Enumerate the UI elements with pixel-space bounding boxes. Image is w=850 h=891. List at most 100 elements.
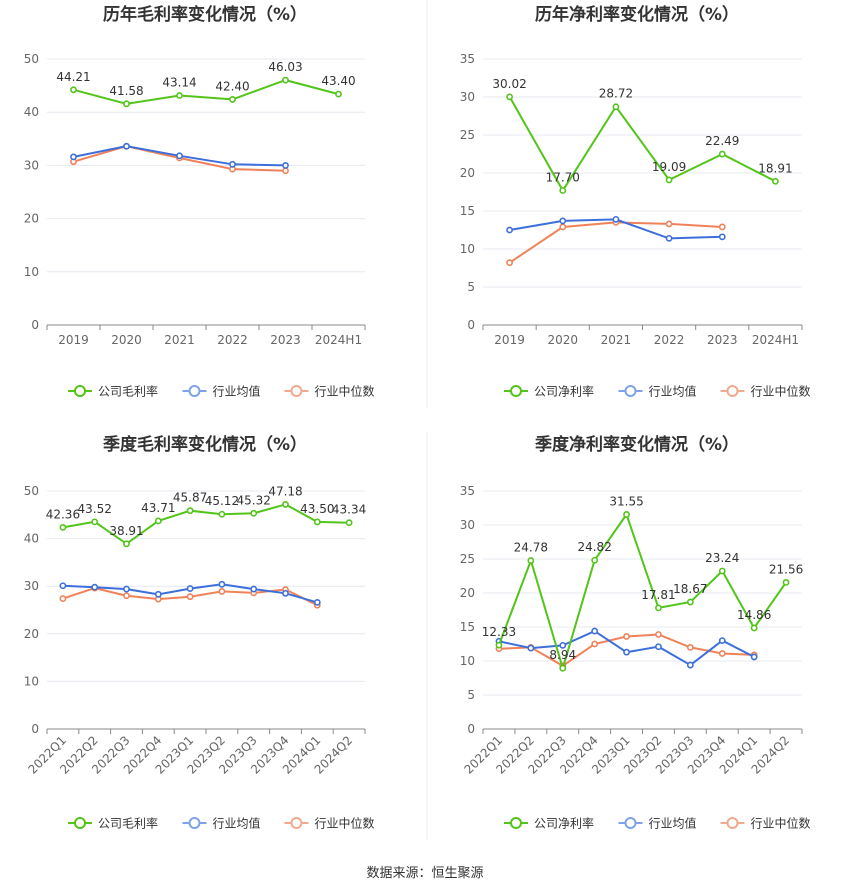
data-point [91, 518, 99, 526]
data-point [782, 578, 790, 586]
x-tick-label: 2020 [547, 333, 578, 347]
legend-item: 行业中位数 [720, 384, 811, 399]
chart-title: 历年毛利率变化情况（%） [103, 4, 307, 25]
y-tick-label: 20 [24, 212, 39, 226]
data-point [123, 540, 130, 548]
x-tick-label: 2021 [164, 333, 195, 347]
data-point [559, 664, 567, 672]
data-point [718, 650, 726, 657]
data-point [335, 90, 342, 98]
x-tick-label: 2024H1 [315, 333, 362, 347]
data-label: 38.91 [109, 524, 143, 538]
y-tick-label: 15 [460, 204, 475, 218]
chart-title: 季度净利率变化情况（%） [535, 434, 739, 455]
data-point [229, 96, 236, 103]
legend-swatch-marker [624, 817, 637, 829]
legend-swatch-marker [510, 817, 522, 829]
legend-label: 行业中位数 [315, 384, 375, 399]
data-point [70, 153, 77, 161]
data-label: 45.12 [205, 494, 239, 508]
data-point [176, 152, 183, 160]
data-point [527, 557, 535, 564]
y-tick-label: 20 [460, 166, 475, 180]
data-point [665, 220, 673, 228]
data-label: 23.24 [705, 551, 739, 565]
legend-label: 行业均值 [213, 816, 261, 831]
data-label: 43.50 [300, 502, 334, 516]
data-label: 17.81 [641, 588, 675, 602]
data-point [282, 501, 289, 508]
y-tick-label: 0 [31, 318, 39, 332]
data-label: 22.49 [705, 134, 739, 148]
data-point [559, 187, 567, 194]
legend-swatch-marker [624, 385, 637, 397]
legend-label: 公司净利率 [534, 816, 594, 831]
data-label: 45.32 [237, 493, 271, 507]
series-line-0 [508, 96, 776, 193]
legend-swatch-marker [726, 385, 739, 397]
data-point [313, 598, 321, 606]
data-label: 17.70 [546, 170, 580, 184]
data-label: 12.33 [482, 625, 516, 639]
data-point [559, 217, 567, 225]
data-point [665, 234, 673, 242]
data-point [123, 100, 130, 108]
data-label: 47.18 [268, 484, 302, 498]
data-label: 24.82 [577, 540, 611, 554]
data-label: 14.86 [737, 608, 771, 622]
data-point [718, 150, 726, 158]
y-tick-label: 30 [24, 579, 39, 593]
legend-label: 行业中位数 [751, 384, 811, 399]
data-point [250, 509, 258, 517]
data-point [506, 259, 513, 267]
data-point [186, 507, 194, 515]
legend-item: 行业中位数 [284, 816, 375, 831]
legend-swatch-marker [188, 385, 201, 397]
data-label: 18.67 [673, 582, 707, 596]
chart-title: 季度毛利率变化情况（%） [103, 434, 307, 455]
x-tick-label: 2020 [111, 333, 142, 347]
data-point [718, 567, 726, 575]
data-point [623, 511, 630, 518]
data-point [506, 226, 513, 234]
data-point [218, 588, 226, 595]
legend-swatch-marker [290, 385, 303, 397]
data-point [282, 76, 289, 84]
data-label: 19.09 [652, 160, 686, 174]
data-label: 24.78 [514, 540, 548, 554]
data-point [559, 641, 567, 649]
data-point [750, 653, 758, 661]
data-point [718, 637, 726, 644]
series-line-0 [73, 79, 339, 105]
data-source: 数据来源：恒生聚源 [366, 866, 484, 881]
series-line-2 [509, 221, 723, 264]
data-point [186, 585, 194, 592]
x-tick-label: 2019 [494, 333, 525, 347]
data-label: 28.72 [599, 87, 633, 101]
legend-label: 行业均值 [213, 384, 261, 399]
legend-item: 公司净利率 [504, 384, 594, 399]
data-point [495, 641, 503, 649]
data-point [250, 585, 258, 593]
x-tick-label: 2023 [707, 333, 738, 347]
data-point [655, 604, 662, 612]
data-label: 43.40 [321, 74, 355, 88]
data-point [559, 223, 567, 231]
y-tick-label: 30 [460, 518, 475, 532]
legend-label: 公司毛利率 [98, 816, 158, 831]
data-point [70, 86, 77, 94]
data-point [123, 142, 130, 150]
data-point [686, 661, 694, 669]
y-tick-label: 0 [467, 318, 475, 332]
series-line-0 [62, 503, 350, 546]
data-point [218, 510, 226, 518]
legend-swatch-marker [188, 817, 201, 829]
data-point [527, 644, 535, 652]
y-tick-label: 30 [460, 90, 475, 104]
data-label: 43.52 [78, 502, 112, 516]
data-point [506, 93, 513, 101]
data-point [186, 593, 194, 601]
y-tick-label: 30 [24, 158, 39, 172]
legend-item: 行业均值 [618, 816, 697, 831]
